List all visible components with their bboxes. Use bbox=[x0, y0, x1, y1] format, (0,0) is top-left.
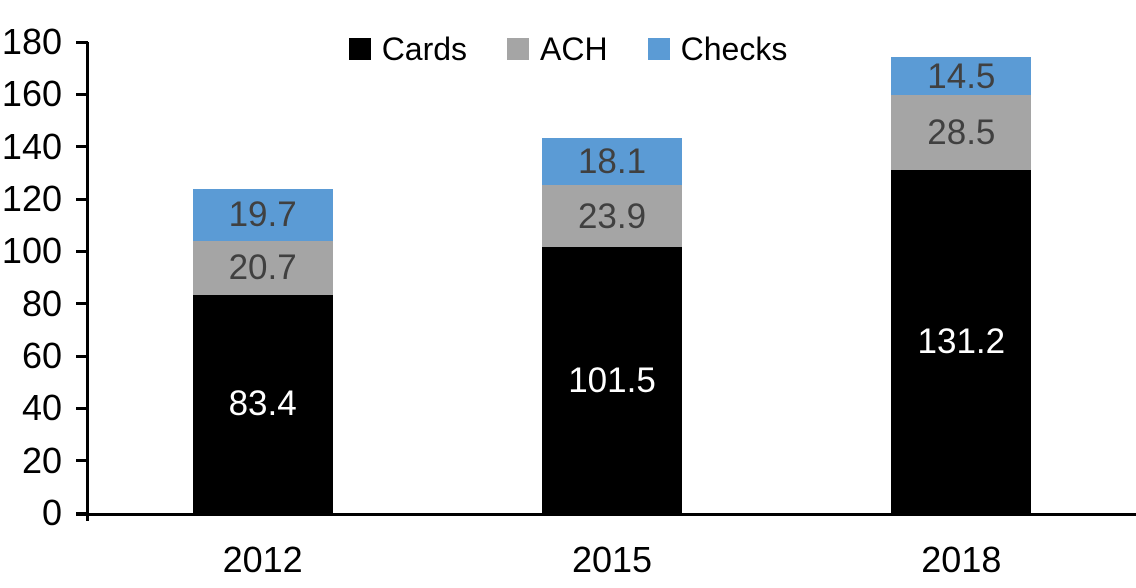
bar-segment-cards-2015: 101.5 bbox=[542, 247, 682, 513]
y-tick-mark bbox=[76, 406, 88, 410]
y-tick-mark bbox=[76, 302, 88, 306]
bar-segment-ach-2015: 23.9 bbox=[542, 184, 682, 248]
x-category-label-2018: 2018 bbox=[921, 539, 1002, 580]
bar-value-label: 23.9 bbox=[577, 196, 647, 236]
y-tick-label: 100 bbox=[1, 230, 62, 272]
bar-stack-2012: 19.7 20.7 83.4 bbox=[192, 189, 333, 513]
y-tick-mark bbox=[76, 145, 88, 149]
x-category-label-2015: 2015 bbox=[571, 539, 653, 580]
bar-value-label: 28.5 bbox=[927, 112, 996, 152]
y-tick-label: 60 bbox=[21, 335, 62, 376]
bar-value-label: 20.7 bbox=[228, 248, 297, 288]
legend-item-ach: ACH bbox=[507, 33, 608, 65]
legend-swatch-ach bbox=[507, 38, 530, 60]
legend-label: Cards bbox=[381, 31, 468, 67]
bar-value-label: 19.7 bbox=[228, 195, 297, 235]
y-tick-mark bbox=[76, 197, 88, 201]
bar-value-label: 83.4 bbox=[228, 384, 297, 424]
y-tick-label: 120 bbox=[1, 178, 62, 219]
bar-stack-2018: 14.5 28.5 131.2 bbox=[891, 56, 1032, 513]
y-tick-label: 180 bbox=[1, 21, 62, 62]
legend-item-cards: Cards bbox=[348, 31, 468, 67]
y-tick-mark bbox=[76, 40, 88, 44]
x-category-label-2012: 2012 bbox=[222, 539, 303, 580]
y-tick-label: 40 bbox=[21, 387, 62, 429]
y-tick-mark bbox=[76, 92, 88, 96]
legend-label: Checks bbox=[680, 31, 788, 67]
y-tick-label: 80 bbox=[21, 282, 62, 324]
bar-value-label: 18.1 bbox=[577, 141, 647, 181]
y-tick-mark bbox=[76, 511, 88, 515]
bar-segment-checks-2018: 14.5 bbox=[891, 56, 1032, 96]
bar-segment-checks-2015: 18.1 bbox=[542, 137, 682, 185]
bar-value-label: 14.5 bbox=[927, 56, 996, 96]
bar-segment-ach-2012: 20.7 bbox=[192, 240, 333, 295]
chart-legend: Cards ACH Checks bbox=[0, 33, 1136, 65]
bar-segment-cards-2018: 131.2 bbox=[891, 169, 1032, 513]
bar-value-label: 131.2 bbox=[917, 321, 1006, 361]
legend-swatch-checks bbox=[647, 38, 670, 60]
y-tick-label: 0 bbox=[41, 492, 62, 533]
y-tick-label: 20 bbox=[21, 439, 62, 481]
bar-stack-2015: 18.1 23.9 101.5 bbox=[542, 137, 682, 513]
bar-segment-cards-2012: 83.4 bbox=[192, 294, 333, 513]
y-tick-mark bbox=[76, 249, 88, 253]
x-axis-line bbox=[76, 513, 1136, 516]
y-tick-label: 160 bbox=[1, 73, 62, 115]
legend-swatch-cards bbox=[348, 38, 371, 60]
y-tick-label: 140 bbox=[1, 125, 62, 167]
bar-segment-checks-2012: 19.7 bbox=[192, 189, 333, 241]
legend-label: ACH bbox=[540, 31, 608, 67]
y-axis-line bbox=[86, 42, 89, 521]
bar-value-label: 101.5 bbox=[568, 360, 656, 400]
y-tick-mark bbox=[76, 459, 88, 463]
bar-segment-ach-2018: 28.5 bbox=[891, 95, 1032, 170]
legend-item-checks: Checks bbox=[647, 31, 788, 67]
y-tick-mark bbox=[76, 354, 88, 358]
